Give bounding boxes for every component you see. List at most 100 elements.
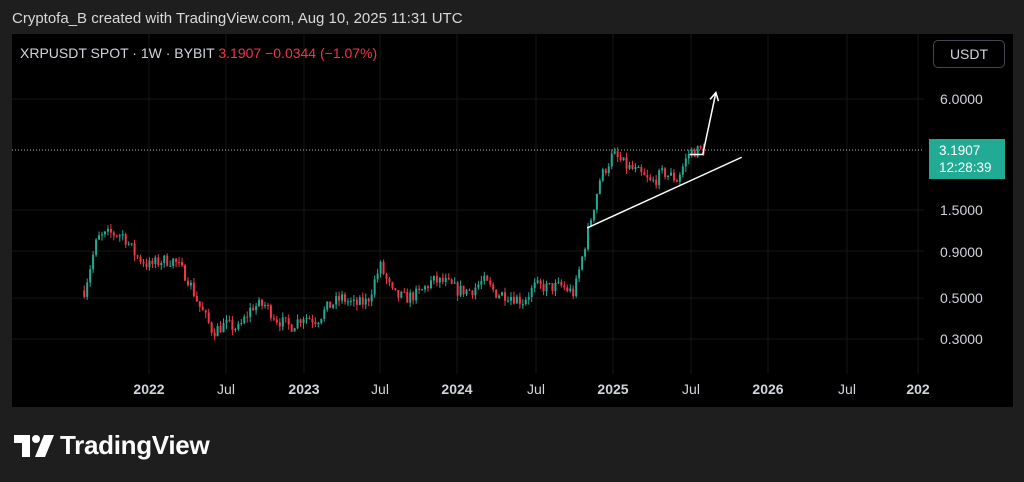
candle-body [346,301,349,303]
candles [83,143,705,341]
candle-body [492,284,495,290]
candle-body [139,256,142,262]
x-tick-label: Jul [217,381,235,397]
candle-body [352,299,355,301]
candle-body [592,209,595,221]
candle-body [302,319,305,324]
candle-body [258,299,261,306]
candle-body [181,261,184,266]
x-tick-label: Jul [838,381,856,397]
candle-body [101,234,104,236]
candle-body [607,166,610,174]
candle-body [145,263,148,268]
candle-body [311,319,314,323]
candle-body [166,255,169,266]
candle-body [604,169,607,174]
candle-body [172,258,175,266]
candle-body [394,288,397,291]
candle-body [388,278,391,283]
candle-body [403,291,406,293]
candle-body [284,317,287,319]
candle-body [98,235,101,240]
candle-body [130,243,133,245]
attribution-text: Cryptofa_B created with TradingView.com,… [12,10,463,27]
candle-body [240,323,243,325]
chart-panel[interactable]: XRPUSDT SPOT · 1W · BYBIT 3.1907 −0.0344… [12,34,1013,407]
candle-body [471,290,474,296]
bar-countdown: 12:28:39 [939,160,992,175]
candle-body [687,154,690,159]
x-tick-label: 2025 [597,381,629,397]
candle-body [545,283,548,292]
candle-body [406,291,409,303]
candle-body [299,319,302,324]
candle-body [234,329,237,331]
x-tick-label: 2026 [752,381,784,397]
candle-body [498,295,501,298]
candle-body [684,158,687,167]
candle-body [631,164,634,169]
candle-body [409,292,412,303]
candle-body [115,235,118,237]
candle-body [210,322,213,333]
tradingview-logo[interactable]: TradingView [14,430,210,461]
candle-body [533,282,536,288]
projection-arrow [689,92,717,156]
currency-button[interactable]: USDT [933,40,1005,68]
candle-body [112,232,115,236]
annotations [586,91,743,229]
candle-body [201,306,204,311]
candle-body [495,289,498,298]
candle-body [175,258,178,262]
candle-body [672,172,675,181]
candle-body [444,277,447,282]
x-tick-label: 2022 [133,381,165,397]
candle-body [426,286,429,289]
candle-body [225,319,228,324]
candle-body [379,261,382,274]
candle-body [587,226,590,250]
price-chart[interactable] [12,34,1013,407]
candle-body [195,296,198,302]
candle-body [329,301,332,308]
candle-body [598,180,601,194]
candle-body [435,275,438,283]
candle-body [124,234,127,245]
candle-body [557,281,560,283]
candle-body [432,275,435,281]
candle-body [486,275,489,281]
candle-body [290,324,293,332]
candle-body [287,318,290,325]
candle-body [539,280,542,285]
candle-body [601,169,604,181]
candle-body [465,289,468,295]
candle-body [338,296,341,301]
candle-body [483,275,486,282]
candle-body [228,319,231,321]
price-tag-value: 3.1907 [939,143,981,158]
candle-body [272,318,275,320]
candle-body [652,179,655,181]
candle-body [121,234,124,236]
arrow-head [709,91,720,102]
candle-body [261,299,264,306]
candle-body [157,257,160,266]
grid-lines [12,34,924,374]
candle-body [207,312,210,323]
candle-body [278,322,281,327]
candle-body [581,256,584,270]
candle-body [468,289,471,291]
candle-body [453,282,456,284]
support-trendline [586,156,743,229]
candle-body [349,300,352,302]
candle-body [447,277,450,280]
candle-body [237,323,240,330]
candle-body [275,319,278,323]
candle-body [441,277,444,282]
candle-body [183,265,186,281]
candle-body [438,277,441,283]
candle-body [344,294,347,302]
candle-body [595,193,598,210]
candle-body [335,296,338,305]
candle-body [151,260,154,265]
